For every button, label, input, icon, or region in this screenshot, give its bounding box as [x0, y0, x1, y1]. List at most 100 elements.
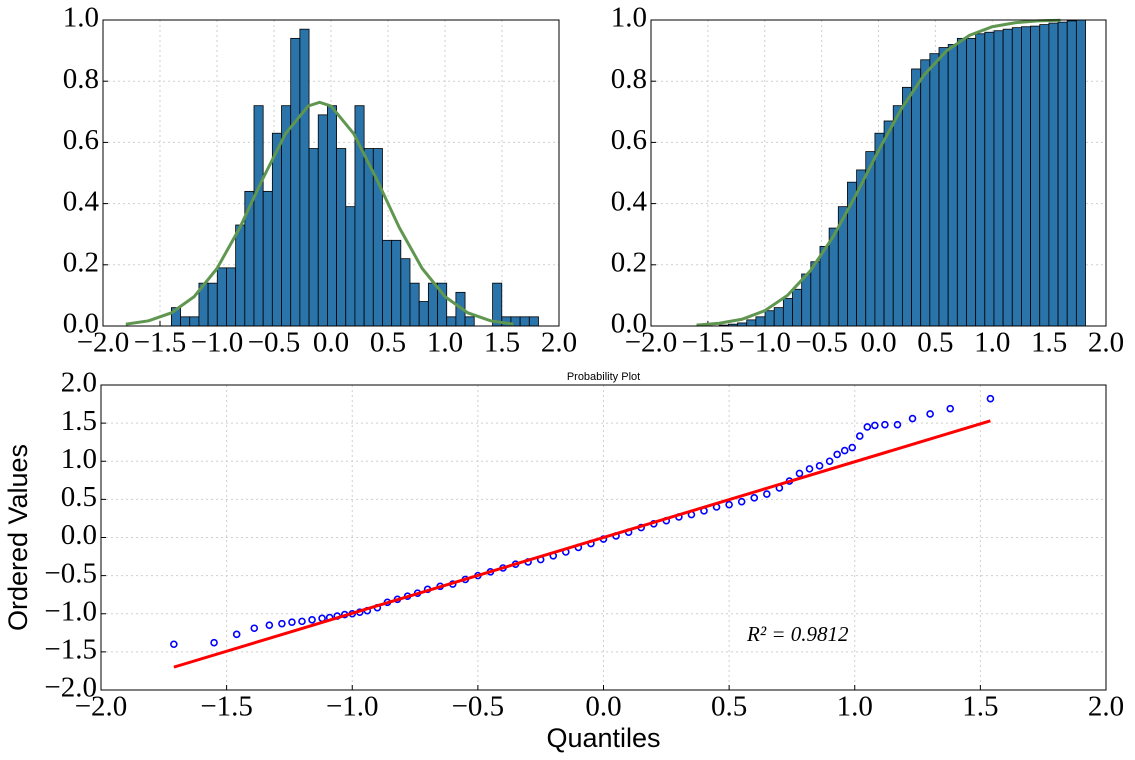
- point: [288, 618, 296, 626]
- bar: [874, 132, 885, 327]
- point: [210, 638, 218, 647]
- point: [278, 619, 286, 628]
- plot-title: Probability Plot: [567, 371, 640, 383]
- point: [795, 469, 804, 478]
- bar: [792, 288, 803, 327]
- bar: [1039, 24, 1050, 327]
- point: [298, 617, 306, 626]
- x-tick-label: −0.5: [795, 327, 848, 359]
- bar: [883, 120, 894, 327]
- x-tick-label: 0.0: [860, 327, 896, 359]
- bar: [993, 30, 1004, 327]
- bar: [1011, 27, 1022, 327]
- bar: [782, 298, 793, 327]
- point: [308, 616, 316, 624]
- bar: [1030, 25, 1041, 327]
- y-tick-label: 0.0: [61, 519, 97, 551]
- bar: [984, 31, 995, 327]
- x-tick-label: 0.0: [585, 691, 621, 723]
- bar: [911, 68, 922, 327]
- line: [696, 18, 1061, 327]
- subplot: −2.0 −1.5 −1.0 −0.5 0.0 0.5 1.0 1.5 2.0 −2.0 −1.5 −…: [3, 367, 1124, 753]
- bar: [810, 261, 821, 327]
- point: [833, 450, 841, 459]
- x-tick-label: −1.0: [326, 691, 379, 723]
- bar: [216, 267, 227, 327]
- bar: [1075, 19, 1086, 327]
- line: [125, 100, 514, 326]
- x-tick-label: −2.0: [77, 327, 130, 359]
- bar: [929, 53, 940, 327]
- bar: [418, 301, 429, 327]
- point: [848, 443, 857, 452]
- bar: [920, 59, 931, 327]
- y-tick-label: 1.0: [63, 2, 99, 34]
- x-tick-label: −1.5: [134, 327, 187, 359]
- bar: [956, 37, 967, 327]
- point: [871, 421, 879, 430]
- bar: [492, 282, 503, 327]
- bar: [262, 190, 273, 327]
- bar: [746, 319, 757, 327]
- bar: [299, 28, 310, 327]
- bar: [226, 267, 237, 327]
- y-tick-label: 1.0: [61, 443, 97, 475]
- bar: [764, 310, 775, 327]
- bar: [427, 282, 438, 327]
- x-tick-label: −0.5: [248, 327, 301, 359]
- y-tick-label: 1.0: [611, 2, 647, 34]
- bar: [801, 273, 812, 327]
- axes-frame: [650, 19, 1107, 327]
- y-tick-label: 1.5: [61, 405, 97, 437]
- y-tick-label: 2.0: [61, 367, 97, 399]
- x-tick-label: 0.5: [370, 327, 406, 359]
- point: [946, 404, 955, 413]
- y-tick-label: −1.5: [44, 634, 97, 666]
- bar: [892, 105, 903, 327]
- bar: [327, 105, 337, 327]
- bar: [317, 114, 328, 327]
- point: [232, 630, 241, 639]
- bar: [947, 44, 958, 327]
- point: [986, 394, 995, 403]
- bar: [253, 105, 264, 327]
- bar: [271, 132, 282, 327]
- y-tick-label: −0.5: [44, 557, 97, 589]
- bar: [1057, 21, 1068, 327]
- bar: [464, 316, 475, 327]
- point: [725, 500, 733, 509]
- x-tick-label: 2.0: [1088, 691, 1124, 723]
- bar: [1002, 28, 1013, 327]
- y-axis-label: Ordered Values: [3, 444, 33, 631]
- point: [840, 446, 849, 455]
- point: [750, 494, 759, 502]
- bar: [235, 224, 246, 327]
- x-tick-label: −2.0: [75, 691, 128, 723]
- y-tick-label: 0.4: [611, 185, 648, 217]
- point: [926, 410, 934, 418]
- point: [815, 462, 824, 470]
- bar: [189, 316, 200, 327]
- x-tick-label: 0.5: [917, 327, 953, 359]
- point: [908, 414, 917, 423]
- bar: [528, 316, 539, 327]
- subplot: −2.0 −1.5 −1.0 −0.5 0.0 0.5 1.0 1.5 2.0 0.0 0.2 0.4…: [63, 2, 577, 359]
- y-tick-label: 0.0: [611, 308, 647, 340]
- point: [805, 465, 814, 473]
- axes-frame: [102, 19, 560, 327]
- y-tick-label: −2.0: [44, 672, 97, 704]
- point: [737, 497, 746, 506]
- bar: [865, 151, 876, 327]
- bar: [938, 47, 949, 327]
- x-tick-label: −1.0: [191, 327, 244, 359]
- bar: [446, 316, 457, 327]
- bar: [819, 246, 830, 327]
- bar: [308, 148, 319, 327]
- bar: [290, 37, 301, 327]
- point: [881, 420, 889, 429]
- axes-frame: [100, 384, 1107, 691]
- bar: [345, 206, 356, 327]
- x-tick-label: 1.5: [962, 691, 998, 723]
- y-tick-label: 0.8: [63, 63, 99, 95]
